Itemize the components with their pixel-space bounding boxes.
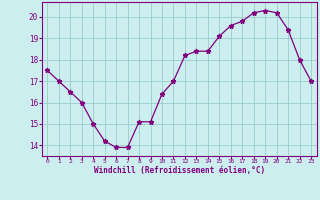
X-axis label: Windchill (Refroidissement éolien,°C): Windchill (Refroidissement éolien,°C)	[94, 166, 265, 175]
